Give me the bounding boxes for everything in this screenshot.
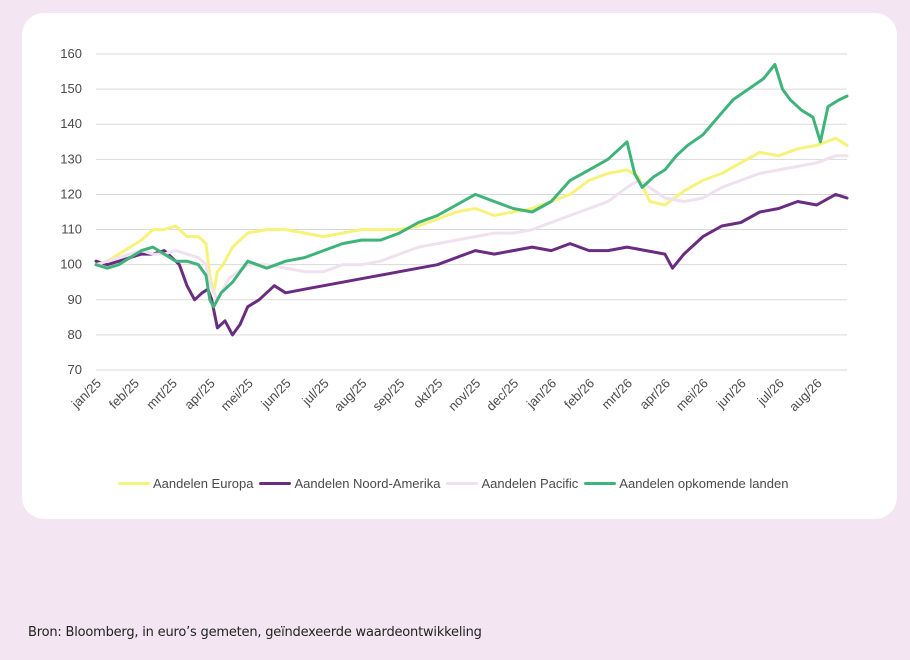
x-tick-label: jan/26: [523, 376, 559, 412]
x-tick-label: nov/25: [445, 376, 483, 414]
x-tick-label: apr/26: [636, 376, 673, 413]
legend-label: Aandelen Europa: [153, 475, 254, 491]
series-lines: [94, 63, 849, 337]
y-axis-ticks: 70 80 90 100 110 120 130 140 150 160: [60, 46, 82, 377]
chart-card: 70 80 90 100 110 120 130 140 150 160 jan/25 feb/25…: [22, 13, 897, 519]
y-tick-label: 120: [60, 186, 82, 201]
x-tick-label: jul/26: [754, 376, 787, 409]
y-tick-label: 70: [68, 362, 82, 377]
legend-item: Aandelen Europa: [118, 476, 253, 491]
chart-legend: Aandelen Europa Aandelen Noord-Amerika Aan…: [118, 474, 794, 492]
x-tick-label: aug/25: [331, 376, 370, 415]
series-line-3: [94, 63, 849, 309]
x-tick-label: mrt/25: [143, 376, 180, 413]
x-tick-label: feb/25: [106, 376, 142, 412]
x-tick-label: jul/25: [298, 376, 331, 409]
legend-swatch: [446, 481, 479, 485]
x-tick-label: sep/25: [369, 376, 407, 414]
x-tick-label: mei/26: [673, 376, 711, 414]
legend-item: Aandelen opkomende landen: [584, 476, 788, 491]
line-chart: 70 80 90 100 110 120 130 140 150 160 jan/25 feb/25…: [60, 46, 849, 415]
legend-item: Aandelen Pacific: [446, 476, 578, 491]
x-tick-label: jan/25: [68, 376, 104, 412]
legend-swatch: [259, 481, 292, 485]
legend-label: Aandelen Noord-Amerika: [294, 475, 441, 491]
legend-swatch: [584, 481, 617, 485]
y-tick-label: 80: [68, 327, 82, 342]
y-tick-label: 140: [60, 116, 82, 131]
y-tick-label: 100: [60, 257, 82, 272]
x-tick-label: dec/25: [483, 376, 521, 414]
x-tick-label: mei/25: [218, 376, 256, 414]
x-axis-ticks: jan/25 feb/25 mrt/25 apr/25 mei/25 jun/25 jul/…: [68, 376, 825, 415]
x-tick-label: mrt/26: [598, 376, 635, 413]
legend-swatch: [118, 481, 150, 485]
y-tick-label: 110: [61, 222, 82, 237]
x-tick-label: feb/26: [561, 376, 597, 412]
series-line-1: [94, 192, 849, 337]
y-tick-label: 90: [68, 292, 82, 307]
y-tick-label: 130: [60, 151, 82, 166]
x-tick-label: apr/25: [181, 376, 218, 413]
legend-item: Aandelen Noord-Amerika: [259, 476, 440, 491]
gridlines: [96, 53, 847, 371]
x-tick-label: jun/26: [713, 376, 749, 412]
legend-label: Aandelen opkomende landen: [619, 475, 789, 491]
y-tick-label: 150: [60, 81, 82, 96]
y-tick-label: 160: [60, 46, 82, 61]
x-tick-label: okt/25: [410, 376, 446, 412]
series-line-0: [94, 136, 849, 295]
legend-label: Aandelen Pacific: [481, 475, 579, 491]
source-note: Bron: Bloomberg, in euro’s gemeten, geïn…: [28, 625, 482, 640]
x-tick-label: jun/25: [257, 376, 293, 412]
series-line-2: [94, 154, 849, 302]
x-tick-label: aug/26: [786, 376, 825, 415]
